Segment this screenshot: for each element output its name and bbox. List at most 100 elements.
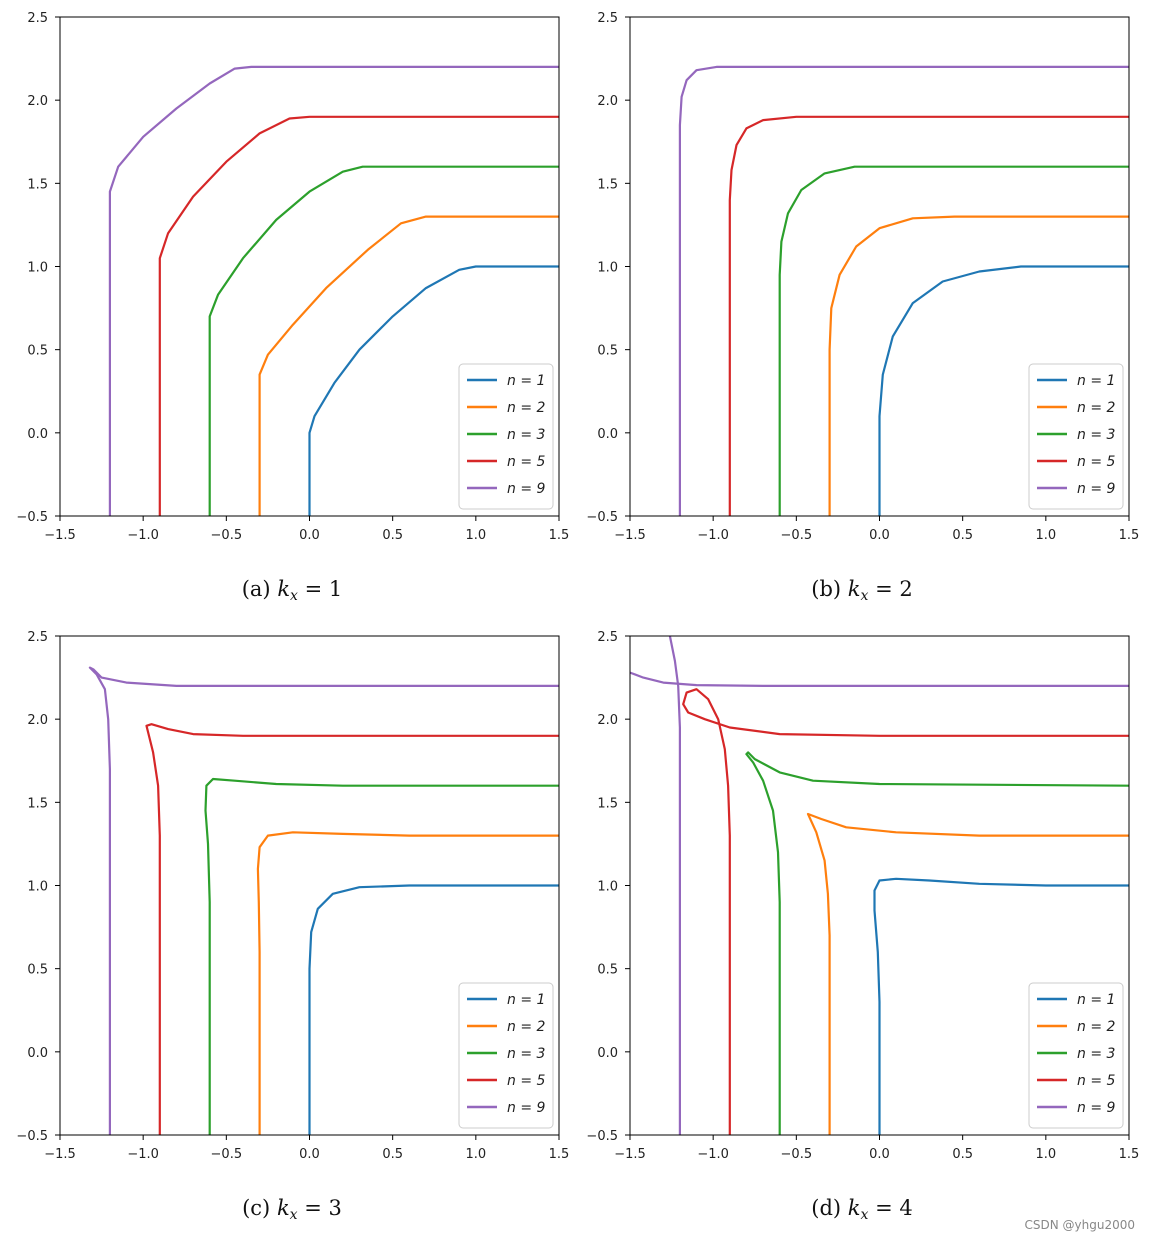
- y-tick-label: 1.5: [597, 796, 618, 811]
- caption-b-var: k: [847, 577, 861, 601]
- caption-c-eq: = 3: [304, 1196, 342, 1220]
- x-tick-label: 0.5: [952, 1147, 973, 1162]
- caption-b-label: (b): [811, 577, 842, 601]
- legend-label: n = 2: [1077, 1019, 1116, 1035]
- y-tick-label: 0.5: [597, 963, 618, 978]
- series-group: [88, 666, 559, 1135]
- legend-label: n = 1: [507, 373, 545, 389]
- y-tick-label: 0.5: [597, 344, 618, 359]
- caption-d-label: (d): [811, 1196, 842, 1220]
- y-tick-label: −0.5: [16, 510, 48, 525]
- y-tick-label: 0.0: [597, 1046, 618, 1061]
- chart-c: −1.5 −1.0 −0.5 0.0 0.5 1.0 1.5 −0.5 0.0 0.5 1.0 1.5…: [16, 630, 570, 1162]
- legend: n = 1 n = 2 n = 3 n = 5 n = 9: [458, 363, 554, 510]
- caption-a-sub: x: [290, 588, 298, 604]
- series-line-n=9: [88, 666, 559, 1135]
- series-line-n=2: [258, 215, 559, 516]
- series-group: [678, 65, 1129, 516]
- x-tick-label: 1.0: [1035, 1147, 1056, 1162]
- legend-label: n = 9: [507, 481, 546, 497]
- y-tick-label: 2.0: [597, 94, 618, 109]
- legend-label: n = 5: [1077, 454, 1116, 470]
- series-line-n=9: [108, 65, 559, 516]
- legend-label: n = 9: [507, 1100, 546, 1116]
- y-tick-label: 2.0: [27, 713, 48, 728]
- x-tick-label: −1.5: [614, 528, 646, 543]
- legend-box: [1028, 982, 1124, 1129]
- x-tick-label: 0.0: [869, 1147, 890, 1162]
- legend-box: [458, 982, 554, 1129]
- x-tick-label: −0.5: [781, 528, 813, 543]
- legend-label: n = 1: [1077, 992, 1115, 1008]
- x-tick-label: −0.5: [211, 528, 243, 543]
- legend: n = 1 n = 2 n = 3 n = 5 n = 9: [458, 982, 554, 1129]
- caption-b: (b) kx = 2: [588, 577, 1136, 604]
- x-tick-label: 1.5: [1119, 528, 1140, 543]
- series-line-n=3: [208, 165, 559, 516]
- x-tick-label: 1.5: [549, 1147, 570, 1162]
- caption-d-sub: x: [860, 1207, 869, 1223]
- chart-b: −1.5 −1.0 −0.5 0.0 0.5 1.0 1.5 −0.5 0.0 0.5 1.0 1.5…: [586, 11, 1140, 543]
- caption-d-eq: = 4: [875, 1196, 913, 1220]
- x-tick-label: −1.5: [44, 1147, 76, 1162]
- y-tick-label: 0.0: [27, 427, 48, 442]
- x-tick-label: 1.5: [1119, 1147, 1140, 1162]
- x-tick-label: 0.0: [299, 528, 320, 543]
- x-tick-label: −1.5: [44, 528, 76, 543]
- series-line-n=1: [873, 877, 1129, 1135]
- series-group: [630, 636, 1129, 1135]
- y-tick-label: 1.5: [27, 177, 48, 192]
- caption-b-sub: x: [860, 588, 869, 604]
- legend-box: [458, 363, 554, 510]
- x-tick-label: 1.0: [1035, 528, 1056, 543]
- caption-a-label: (a): [241, 577, 271, 601]
- series-line-n=9: [668, 636, 681, 1135]
- legend-box: [1028, 363, 1124, 510]
- panel-c: −1.5 −1.0 −0.5 0.0 0.5 1.0 1.5 −0.5 0.0 0.5 1.0 1.5…: [0, 619, 569, 1223]
- x-tick-label: −0.5: [211, 1147, 243, 1162]
- caption-d-var: k: [847, 1196, 861, 1220]
- x-tick-label: 0.0: [299, 1147, 320, 1162]
- legend-label: n = 3: [507, 427, 545, 443]
- x-tick-label: 1.5: [549, 528, 570, 543]
- y-tick-label: 2.5: [597, 630, 618, 645]
- y-tick-label: 2.0: [597, 713, 618, 728]
- series-line-n=9: [678, 65, 1129, 516]
- y-tick-label: 0.0: [27, 1046, 48, 1061]
- legend-label: n = 5: [507, 454, 546, 470]
- series-line-n=2: [256, 831, 559, 1135]
- series-line-n=5: [682, 688, 1129, 1135]
- y-tick-label: 2.5: [27, 630, 48, 645]
- caption-c-var: k: [276, 1196, 290, 1220]
- panel-d: −1.5 −1.0 −0.5 0.0 0.5 1.0 1.5 −0.5 0.0 0.5 1.0 1.5…: [570, 619, 1139, 1223]
- x-tick-label: 1.0: [465, 1147, 486, 1162]
- caption-a: (a) kx = 1: [18, 577, 566, 604]
- legend-label: n = 2: [507, 400, 546, 416]
- x-tick-label: 1.0: [465, 528, 486, 543]
- chart-d: −1.5 −1.0 −0.5 0.0 0.5 1.0 1.5 −0.5 0.0 0.5 1.0 1.5…: [586, 630, 1140, 1162]
- y-tick-label: 1.0: [597, 261, 618, 276]
- x-tick-label: 0.5: [952, 528, 973, 543]
- x-tick-label: −0.5: [781, 1147, 813, 1162]
- y-tick-label: 1.5: [597, 177, 618, 192]
- series-line-n=1: [878, 265, 1129, 516]
- caption-c-label: (c): [242, 1196, 271, 1220]
- legend-label: n = 2: [1077, 400, 1116, 416]
- y-tick-label: 1.0: [27, 880, 48, 895]
- y-tick-label: 0.5: [27, 963, 48, 978]
- x-tick-label: −1.0: [127, 528, 159, 543]
- watermark-text: CSDN @yhgu2000: [1024, 1218, 1136, 1232]
- legend-label: n = 2: [507, 1019, 546, 1035]
- y-tick-label: −0.5: [586, 510, 618, 525]
- x-tick-label: −1.5: [614, 1147, 646, 1162]
- caption-a-eq: = 1: [304, 577, 343, 601]
- legend-label: n = 1: [507, 992, 545, 1008]
- series-line-n=2: [806, 812, 1129, 1135]
- caption-c-sub: x: [289, 1207, 298, 1223]
- caption-c: (c) kx = 3: [18, 1196, 566, 1223]
- legend: n = 1 n = 2 n = 3 n = 5 n = 9: [1028, 363, 1124, 510]
- legend-label: n = 3: [507, 1046, 545, 1062]
- y-tick-label: 1.0: [597, 880, 618, 895]
- y-tick-label: 0.5: [27, 344, 48, 359]
- caption-d: (d) kx = 4: [588, 1196, 1136, 1223]
